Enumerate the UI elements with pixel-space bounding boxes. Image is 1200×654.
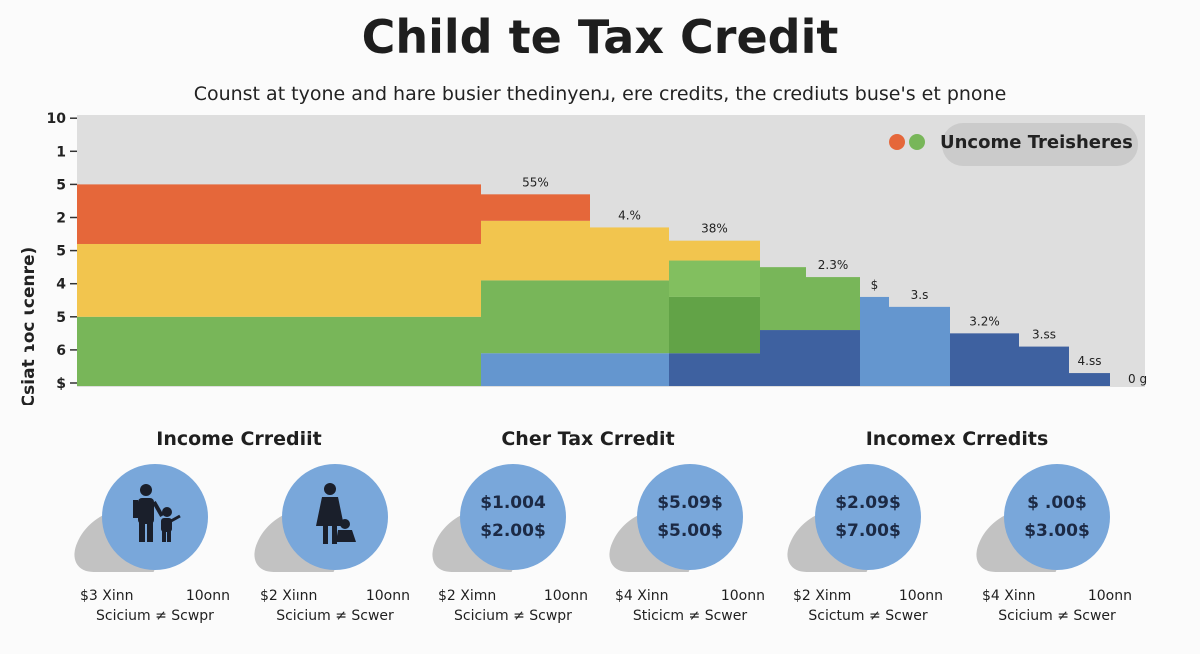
card-caption: Scicium ≠ Scwpr: [454, 608, 572, 624]
step-block-orange: [77, 184, 481, 244]
end-label: 0 g: [1128, 372, 1147, 386]
step-label: 3.2%: [969, 314, 1000, 328]
legend: Uncome Treisheres: [889, 123, 1138, 166]
step-block-green: [590, 280, 669, 354]
card-caption: Scicium ≠ Scwer: [998, 608, 1116, 624]
credit-card: $3 Xinn 10onn Scicium ≠ Scwpr: [63, 460, 250, 630]
amount-primary: $1.004: [480, 493, 546, 513]
credit-badge-circle: $5.09$ $5.00$: [637, 464, 743, 570]
card-term-label: 10onn: [720, 588, 765, 604]
y-tick-label: 4: [56, 277, 66, 293]
card-term-label: 10onn: [365, 588, 410, 604]
step-block-blue: [860, 296, 889, 386]
section-heading-income-credit: Income Crrediit: [156, 428, 322, 450]
y-tick-label: 6: [56, 343, 66, 359]
amount-primary: $5.09$: [657, 493, 723, 513]
card-caption: Scicium ≠ Scwer: [276, 608, 394, 624]
credit-card: $1.004 $2.00$ $2 Ximn 10onn Scicium ≠ Scwp…: [421, 460, 608, 630]
step-area-chart: $6 5 4 5 2 5 1 10 55% 4.% 38% 2.3% $3.s 3.2% 3.ss 4.ss…: [19, 111, 1147, 405]
card-term-label: 10onn: [543, 588, 588, 604]
y-tick-label: 1: [56, 144, 66, 160]
step-block-blue_dark: [950, 333, 1019, 386]
credit-badge-circle: $2.09$ $7.00$: [815, 464, 921, 570]
page-title: Child te Tax Credit: [361, 10, 839, 64]
step-block-green_dark: [669, 296, 760, 354]
credit-badge-circle: $1.004 $2.00$: [460, 464, 566, 570]
card-caption: Scicium ≠ Scwpr: [96, 608, 214, 624]
y-tick-label: 10: [47, 111, 67, 127]
section-heading-tax-credit: Cher Tax Crredit: [501, 428, 675, 450]
legend-background: [942, 123, 1138, 166]
card-term-label: 10onn: [185, 588, 230, 604]
legend-swatch-orange: [889, 134, 905, 150]
card-term-label: 10onn: [1087, 588, 1132, 604]
step-block-blue_dark: [1019, 346, 1069, 386]
credit-badge-circle: [102, 464, 208, 570]
step-block-green: [77, 316, 481, 386]
card-amount-label: $2 Ximn: [438, 588, 497, 604]
y-tick-label: 5: [56, 177, 66, 193]
step-block-blue_dark: [806, 330, 860, 386]
step-block-blue: [590, 353, 669, 386]
step-block-blue: [481, 353, 590, 386]
step-block-yellow: [669, 240, 760, 261]
credit-badge-circle: [282, 464, 388, 570]
y-axis-label: Csiat ɿoc ɩcenre): [19, 247, 39, 405]
amount-secondary: $2.00$: [480, 521, 546, 541]
step-block-blue_dark: [760, 330, 806, 386]
card-amount-label: $2 Xiınn: [260, 588, 318, 604]
section-heading-income-credits: Incomex Crredits: [865, 428, 1049, 450]
step-block-yellow: [481, 220, 590, 281]
step-label: 3.ss: [1032, 328, 1056, 342]
card-amount-label: $4 Xinn: [982, 588, 1036, 604]
step-block-blue_dark: [669, 353, 760, 386]
page-subtitle: Counst at tyone and hare busier thedinye…: [193, 83, 1007, 105]
step-block-green: [760, 267, 806, 331]
step-label: 55%: [522, 175, 549, 189]
card-amount-label: $3 Xinn: [80, 588, 134, 604]
mother-baby-icon: [300, 480, 370, 554]
card-caption: Sticicm ≠ Scwer: [632, 608, 748, 624]
card-amount-label: $2 Xinm: [793, 588, 852, 604]
y-tick-label: 5: [56, 310, 66, 326]
step-block-green_light: [669, 260, 760, 297]
amount-primary: $ .00$: [1027, 493, 1087, 513]
legend-swatch-green: [909, 134, 925, 150]
amount-secondary: $5.00$: [657, 521, 723, 541]
credit-card: $2 Xiınn 10onn Scicium ≠ Scwer: [243, 460, 430, 630]
step-block-green: [806, 277, 860, 331]
step-label: 2.3%: [818, 258, 849, 272]
credit-card: $2.09$ $7.00$ $2 Xinm 10onn Scictum ≠ Scwe…: [776, 460, 963, 630]
step-label: 4.ss: [1078, 354, 1102, 368]
y-tick-label: 2: [56, 211, 66, 227]
step-block-orange: [481, 194, 590, 221]
step-label: 4.%: [618, 208, 641, 222]
step-block-blue_dark: [1069, 373, 1110, 386]
step-block-green: [481, 280, 590, 354]
amount-secondary: $3.00$: [1024, 521, 1090, 541]
step-block-blue: [889, 306, 950, 386]
y-tick-label: 5: [56, 244, 66, 260]
amount-primary: $2.09$: [835, 493, 901, 513]
credit-card: $5.09$ $5.00$ $4 Xinn 10onn Sticicm ≠ Scwe…: [598, 460, 785, 630]
y-tick-label: $: [56, 376, 66, 392]
legend-label: Uncome Treisheres: [940, 132, 1133, 153]
step-label: 38%: [701, 222, 728, 236]
step-block-yellow: [590, 227, 669, 281]
credit-card: $ .00$ $3.00$ $4 Xinn 10onn Scicium ≠ Scwe…: [965, 460, 1152, 630]
step-block-yellow: [77, 243, 481, 317]
parent-child-icon: [120, 480, 190, 554]
credit-badge-circle: $ .00$ $3.00$: [1004, 464, 1110, 570]
card-amount-label: $4 Xinn: [615, 588, 669, 604]
amount-secondary: $7.00$: [835, 521, 901, 541]
step-label: $: [871, 278, 879, 292]
card-caption: Scictum ≠ Scwer: [808, 608, 928, 624]
step-label: 3.s: [911, 288, 929, 302]
card-term-label: 10onn: [898, 588, 943, 604]
